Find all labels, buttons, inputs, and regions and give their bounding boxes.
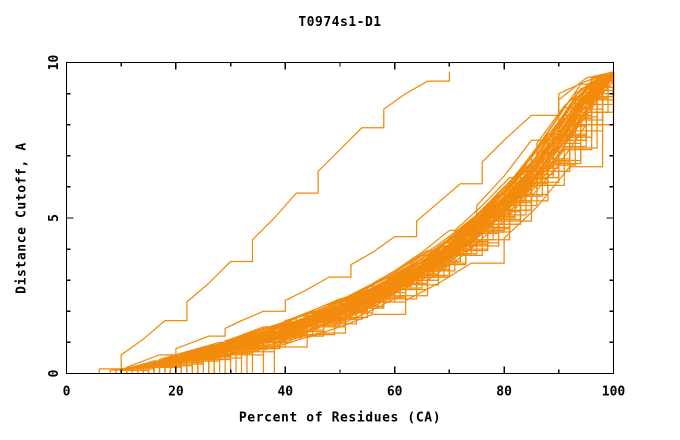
data-curve xyxy=(147,71,614,374)
data-curve xyxy=(175,77,614,374)
data-curve xyxy=(126,71,615,374)
data-curve xyxy=(175,74,614,374)
data-curve xyxy=(131,74,615,374)
data-curve xyxy=(126,71,614,374)
data-curves-group xyxy=(98,71,615,374)
y-tick-label: 10 xyxy=(47,55,62,71)
data-curve xyxy=(120,71,614,374)
data-curve xyxy=(213,74,614,374)
y-axis-title: Distance Cutoff, A xyxy=(15,142,30,294)
data-curve xyxy=(115,71,615,374)
data-curve xyxy=(191,74,615,374)
data-curve xyxy=(136,74,615,374)
data-curve xyxy=(169,74,614,374)
data-curve xyxy=(136,71,614,374)
data-curve xyxy=(191,71,615,374)
data-curve xyxy=(164,74,614,374)
data-curve xyxy=(153,71,615,374)
data-curve xyxy=(175,73,615,374)
data-curve xyxy=(131,71,615,374)
data-curve xyxy=(126,71,614,374)
data-curve xyxy=(136,77,614,374)
data-curve xyxy=(142,71,614,374)
x-axis-title: Percent of Residues (CA) xyxy=(239,411,441,426)
data-curve xyxy=(180,74,614,374)
data-curve xyxy=(120,71,614,374)
data-curve xyxy=(142,71,614,374)
data-curve xyxy=(147,72,614,374)
data-curve xyxy=(131,71,614,374)
x-tick-label: 0 xyxy=(63,385,71,400)
data-curve xyxy=(186,74,614,374)
data-curve xyxy=(169,74,615,374)
data-curve xyxy=(120,71,615,374)
data-curve xyxy=(131,74,614,374)
data-curve xyxy=(158,74,615,374)
data-curve xyxy=(136,71,614,374)
data-curve xyxy=(158,74,614,374)
data-curve xyxy=(115,71,614,374)
y-tick-label: 0 xyxy=(47,369,62,377)
data-curve xyxy=(186,74,615,374)
data-curve xyxy=(158,73,615,374)
data-curve xyxy=(136,73,615,374)
x-tick-label: 80 xyxy=(496,385,512,400)
page-title: T0974s1-D1 xyxy=(298,15,382,30)
x-tick-label: 60 xyxy=(387,385,403,400)
data-curve xyxy=(109,71,614,374)
x-tick-label: 20 xyxy=(168,385,184,400)
x-tick-label: 40 xyxy=(277,385,293,400)
data-curve xyxy=(131,71,615,374)
data-curve xyxy=(164,74,614,374)
data-curve xyxy=(186,74,614,374)
data-curve xyxy=(273,74,615,374)
data-curve xyxy=(147,74,615,374)
data-curve xyxy=(164,78,615,374)
axes-group xyxy=(65,61,615,375)
data-curve xyxy=(169,74,614,374)
y-tick-label: 5 xyxy=(47,214,62,222)
data-curve xyxy=(142,80,614,374)
data-curve xyxy=(180,73,615,374)
data-curve xyxy=(126,71,614,374)
axis-labels-group: 0 20 40 60 80 100 0 5 10 Percent of Residues (CA)… xyxy=(15,55,626,426)
data-curve xyxy=(98,71,451,374)
x-tick-label: 100 xyxy=(602,385,626,400)
data-curve xyxy=(142,71,615,374)
